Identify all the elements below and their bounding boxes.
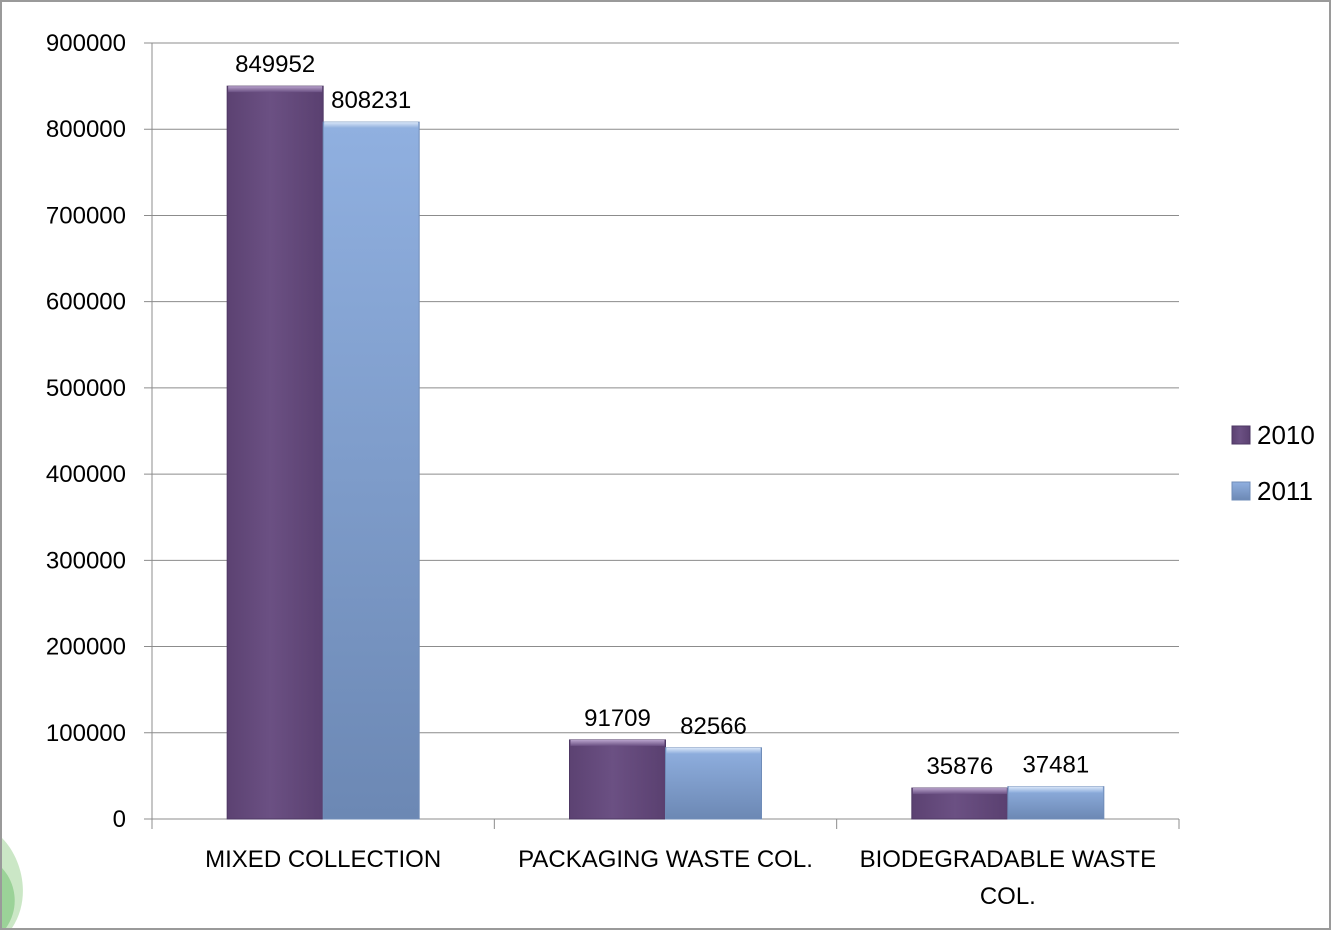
- x-category-label: BIODEGRADABLE WASTE COL.: [860, 846, 1157, 910]
- bar: [665, 747, 762, 820]
- legend-swatch: [1231, 425, 1251, 445]
- data-label: 91709: [584, 705, 651, 732]
- decorative-swoosh: [2, 838, 23, 928]
- y-tick-label: 700000: [46, 202, 126, 229]
- y-tick-label: 200000: [46, 634, 126, 661]
- x-category-label: PACKAGING WASTE COL.: [518, 846, 813, 873]
- legend: 2010 2011: [1231, 420, 1315, 506]
- bar-highlight: [666, 747, 761, 754]
- bar: [322, 121, 420, 820]
- legend-swatch: [1231, 481, 1251, 501]
- x-category-label: MIXED COLLECTION: [205, 846, 441, 873]
- bar-highlight: [912, 788, 1007, 795]
- data-label: 808231: [331, 87, 411, 114]
- data-label: 82566: [680, 713, 747, 740]
- bar-highlight: [1008, 786, 1103, 793]
- data-label: 37481: [1022, 752, 1089, 779]
- data-label: 35876: [926, 753, 993, 780]
- data-labels: 849952 91709 35876 808231 82566 37481: [235, 51, 1089, 780]
- legend-label: 2011: [1257, 476, 1313, 506]
- y-tick-label: 300000: [46, 547, 126, 574]
- y-tick-label: 800000: [46, 116, 126, 143]
- bar-highlight: [324, 122, 419, 129]
- y-tick-label: 100000: [46, 720, 126, 747]
- bar-highlight: [570, 739, 665, 746]
- legend-label: 2010: [1257, 420, 1315, 450]
- y-tick-label: 600000: [46, 289, 126, 316]
- y-tick-label: 500000: [46, 375, 126, 402]
- bar: [226, 85, 324, 820]
- bar-highlight: [228, 86, 323, 93]
- bars: [226, 85, 1105, 820]
- bar: [569, 739, 666, 820]
- y-tick-label: 0: [113, 806, 126, 833]
- y-tick-label: 900000: [46, 30, 126, 57]
- y-tick-label: 400000: [46, 461, 126, 488]
- data-label: 849952: [235, 51, 315, 78]
